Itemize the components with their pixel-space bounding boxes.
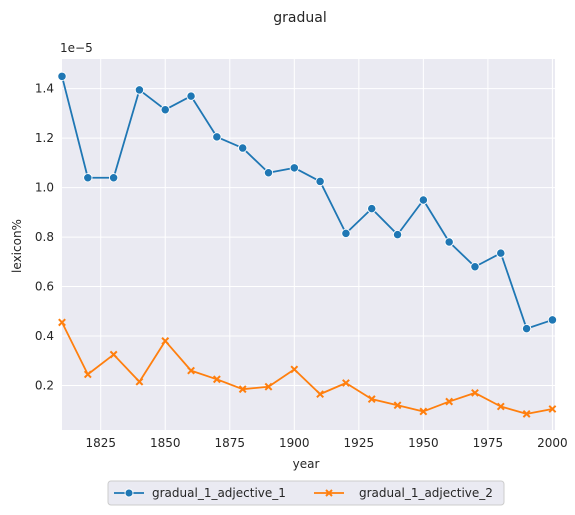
data-point [290,365,299,374]
y-tick-label: 1.4 [35,82,54,96]
series-line-2 [61,322,553,415]
data-point [83,370,92,379]
data-point [419,407,428,416]
data-point [264,382,273,391]
data-point [367,395,376,403]
data-point [496,248,506,258]
data-point [392,229,403,240]
data-point [521,323,532,334]
data-point [496,402,505,411]
x-axis-label: year [293,457,320,471]
x-tick-label: 1950 [408,436,439,450]
data-point [548,405,557,413]
legend-marker-series-1 [124,488,134,498]
data-point [57,71,67,81]
data-point [187,366,195,375]
data-point [289,163,299,173]
x-tick-label: 1850 [150,436,181,450]
y-tick-label: 1.0 [35,181,54,195]
data-point [161,337,170,345]
x-tick-label: 1900 [279,436,310,450]
data-point [134,85,145,95]
data-point [186,91,196,101]
x-tick-label: 1825 [85,436,116,450]
y-axis-label: lexicon% [10,219,24,273]
series-line-1 [61,76,553,330]
chart-title: gradual [273,10,326,26]
legend-label-series-1: gradual_1_adjective_1 [152,486,286,500]
data-point [547,315,558,325]
y-tick-label: 0.2 [35,378,54,392]
data-point [263,168,274,178]
y-offset-label: 1e−5 [60,41,93,55]
legend-marker-series-2 [325,489,333,497]
x-tick-label: 2000 [537,436,568,450]
legend-box [107,480,505,506]
data-point [212,132,222,142]
grid [62,59,555,430]
data-point [212,375,221,384]
data-point [471,388,479,397]
data-point [342,379,350,387]
data-point [238,143,248,153]
y-tick-labels: 0.2 0.4 0.6 0.8 1.0 1.2 1.4 [35,82,54,393]
data-point [445,397,454,406]
data-point [522,410,531,418]
data-point [316,390,325,399]
x-tick-label: 1925 [344,436,375,450]
data-point [444,237,454,247]
data-point [83,173,93,183]
data-point [418,195,429,205]
data-point [238,385,247,394]
legend-entry-series-1: gradual_1_adjective_1 [114,486,286,500]
legend: gradual_1_adjective_1 gradual_1_adjectiv… [107,480,505,506]
data-point [315,176,325,187]
series-layer [57,71,558,418]
x-tick-label: 1975 [473,436,504,450]
data-point [341,228,351,239]
plot-area [57,59,558,430]
data-point [367,203,377,214]
data-point [160,105,170,115]
data-point [109,350,118,359]
y-tick-label: 0.6 [35,280,54,294]
y-tick-label: 1.2 [35,131,54,145]
data-point [393,401,402,410]
data-point [470,262,480,272]
plot-background [62,59,555,430]
y-tick-label: 0.4 [35,329,54,343]
legend-entry-series-2: gradual_1_adjective_2 [314,486,493,500]
data-point [135,377,144,386]
x-tick-labels: 1825 1850 1875 1900 1925 1950 1975 2000 [85,436,567,450]
data-point [108,173,119,183]
data-point [58,318,66,327]
legend-label-series-2: gradual_1_adjective_2 [359,486,493,500]
x-tick-label: 1875 [215,436,246,450]
y-tick-label: 0.8 [35,230,54,244]
